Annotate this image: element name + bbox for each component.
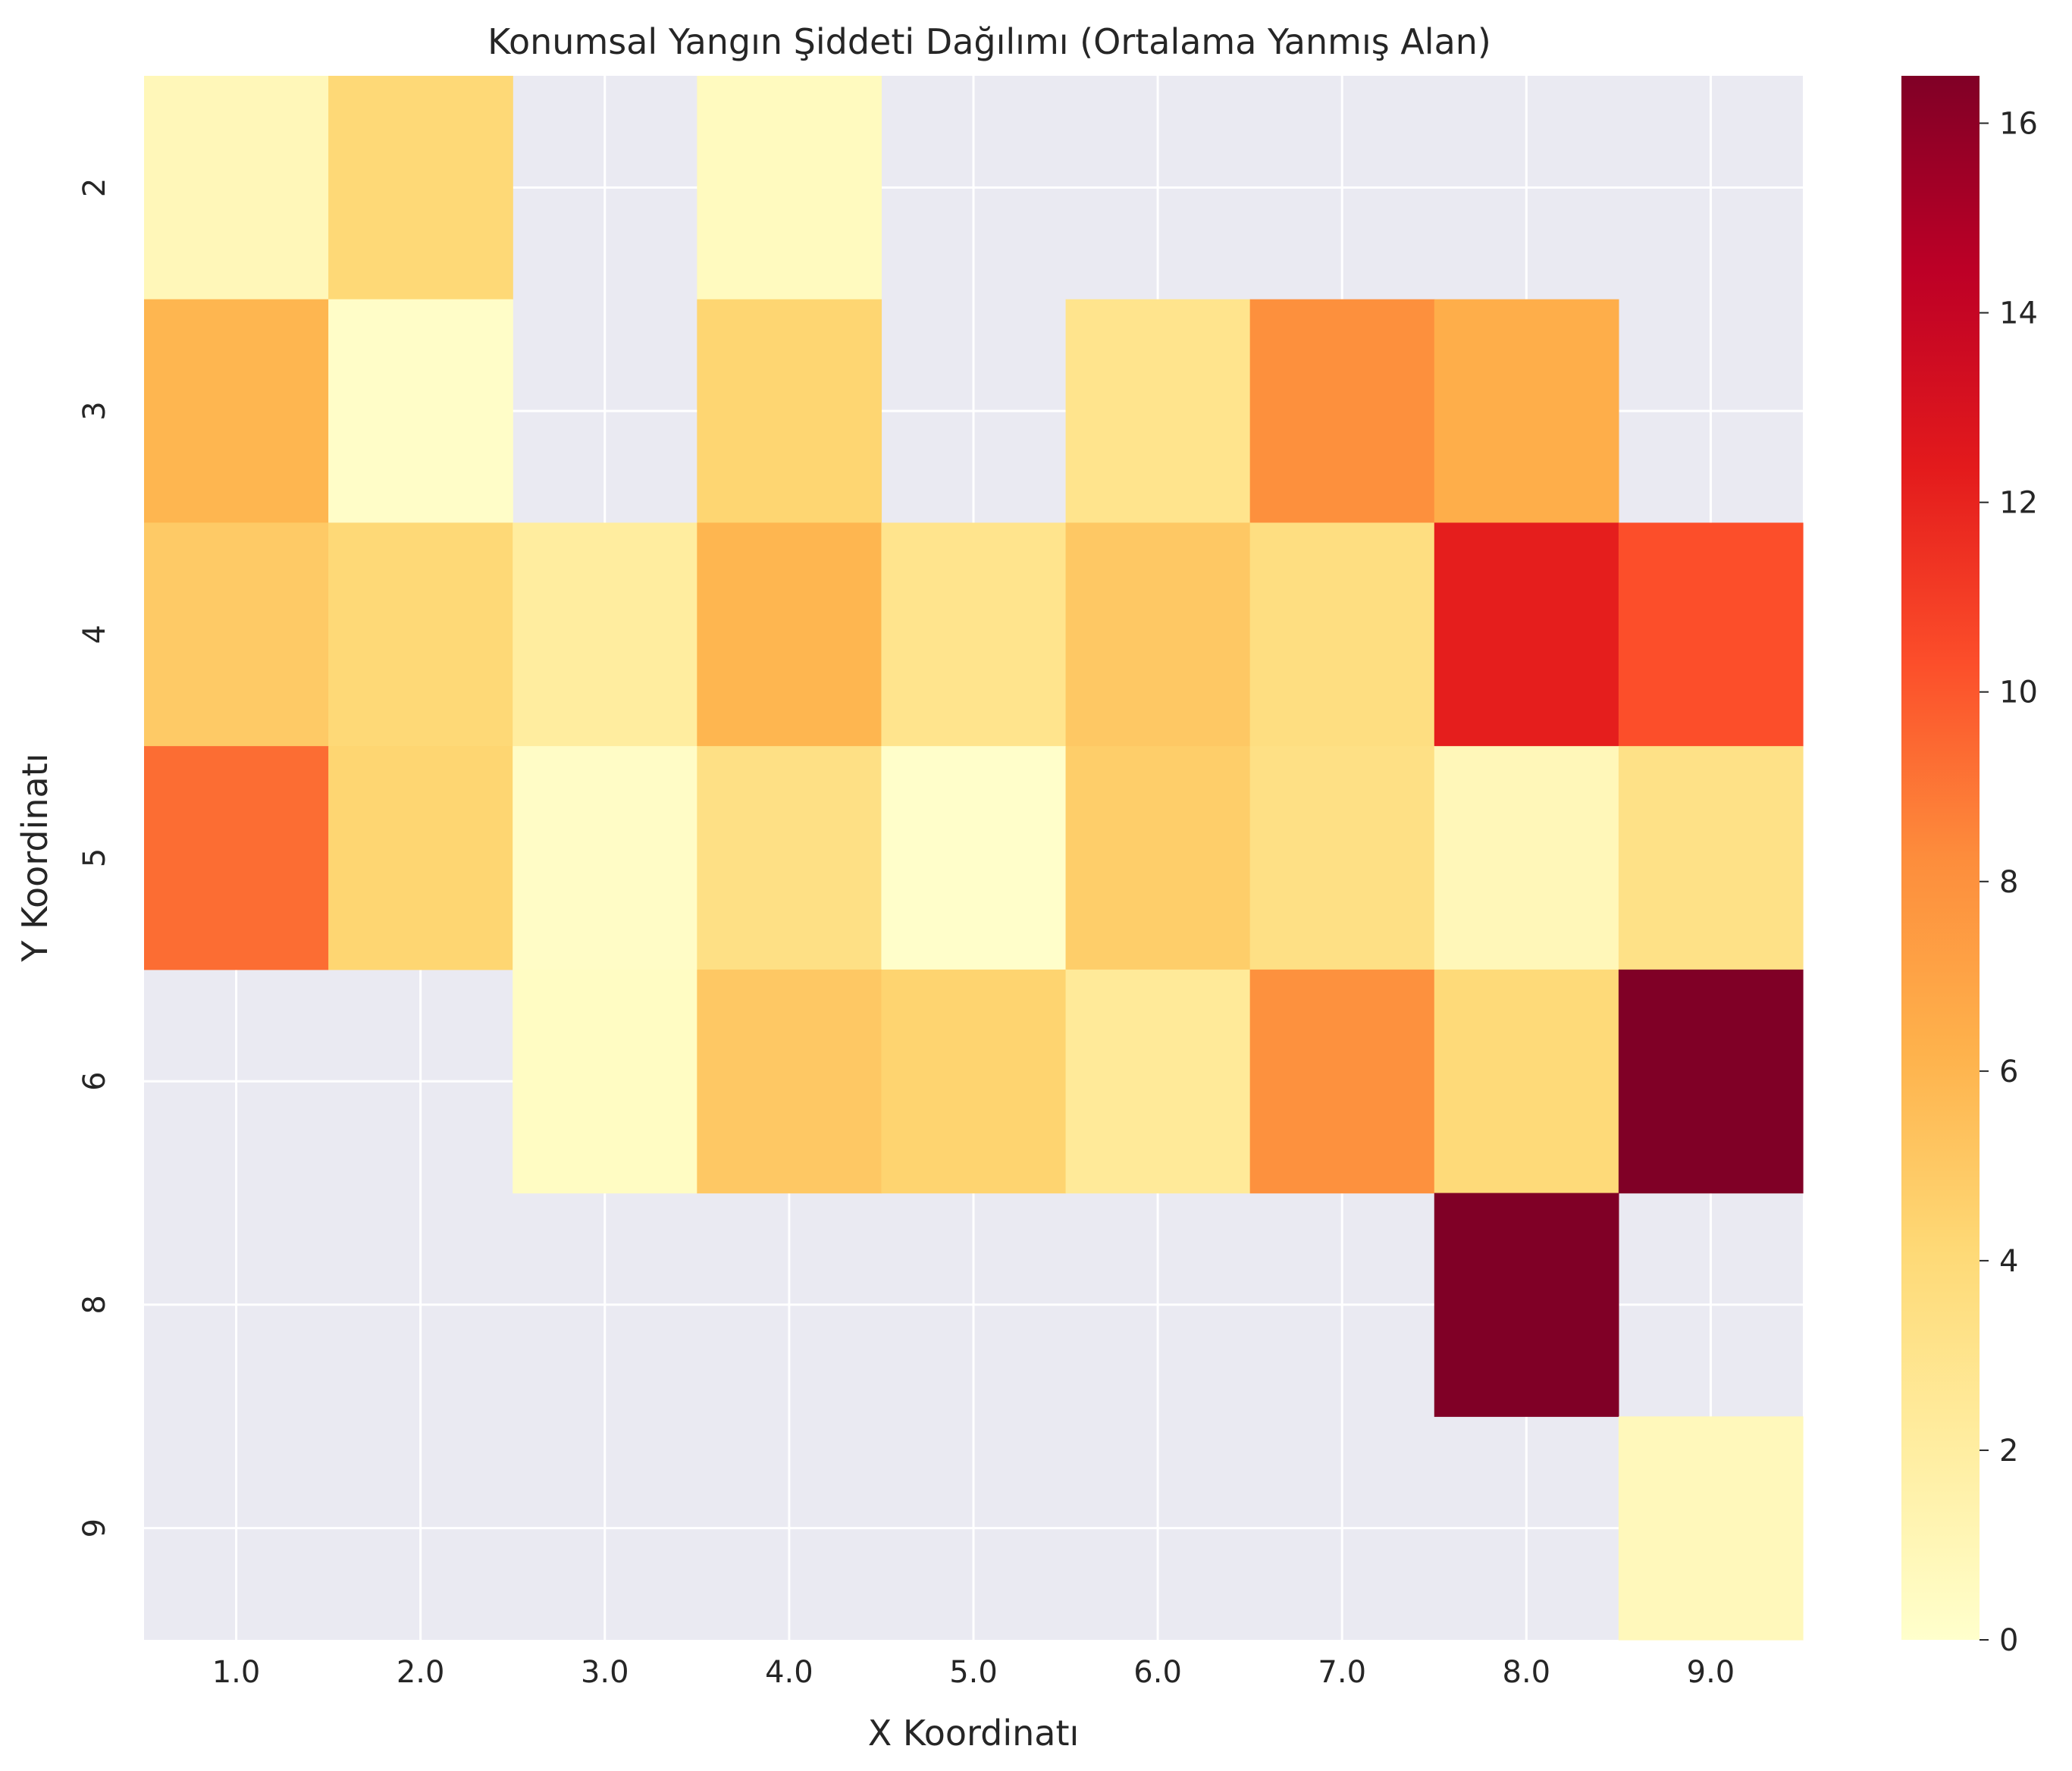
- heatmap-cell: [1065, 522, 1251, 747]
- heatmap-cell: [328, 522, 513, 747]
- colorbar-tick-label: 12: [1999, 486, 2038, 521]
- heatmap-cell: [1618, 969, 1804, 1194]
- y-tick-label: 3: [77, 401, 112, 420]
- heatmap-cell: [1249, 299, 1435, 524]
- heatmap-cell: [697, 76, 882, 300]
- colorbar-tick-label: 4: [1999, 1244, 2018, 1279]
- x-tick-label: 7.0: [1318, 1655, 1366, 1690]
- heatmap-cell: [328, 299, 513, 524]
- colorbar-tick-label: 10: [1999, 675, 2038, 710]
- heatmap-cell: [513, 746, 697, 970]
- heatmap-cell: [328, 76, 513, 300]
- x-tick-label: 3.0: [581, 1655, 629, 1690]
- heatmap-cell: [1065, 746, 1251, 970]
- y-tick-label: 4: [77, 625, 112, 644]
- x-tick-label: 8.0: [1503, 1655, 1551, 1690]
- heatmap-cell: [881, 522, 1067, 747]
- heatmap-cell: [697, 299, 882, 524]
- x-tick-label: 9.0: [1687, 1655, 1735, 1690]
- heatmap-cell: [1249, 969, 1435, 1194]
- x-tick-label: 6.0: [1133, 1655, 1182, 1690]
- y-tick-label: 2: [77, 178, 112, 197]
- colorbar-tick-label: 2: [1999, 1434, 2018, 1469]
- heatmap-cell: [1618, 522, 1804, 747]
- heatmap-cell: [1249, 746, 1435, 970]
- heatmap-cell: [1618, 746, 1804, 970]
- colorbar-tick-label: 16: [1999, 107, 2038, 142]
- heatmap-cell: [144, 522, 329, 747]
- x-tick-label: 2.0: [397, 1655, 445, 1690]
- y-axis-label: Y Koordinatı: [14, 753, 55, 962]
- heatmap-cell: [328, 746, 513, 970]
- colorbar-tick-label: 14: [1999, 296, 2038, 331]
- heatmap-cell: [1618, 1416, 1804, 1641]
- heatmap-cell: [144, 299, 329, 524]
- heatmap-cell: [1434, 969, 1619, 1194]
- x-tick-labels: 1.0 2.0 3.0 4.0 5.0 6.0 7.0 8.0 9.0: [212, 1655, 1735, 1690]
- heatmap-cell: [697, 522, 882, 747]
- x-tick-label: 4.0: [765, 1655, 813, 1690]
- heatmap-cell: [1065, 299, 1251, 524]
- heatmap-cell: [513, 969, 697, 1194]
- heatmap-cell: [1434, 522, 1619, 747]
- colorbar: [1901, 76, 1980, 1640]
- y-tick-labels: 2 3 4 5 6 8 9: [77, 178, 112, 1538]
- heatmap-cell: [881, 746, 1067, 970]
- y-tick-label: 6: [77, 1071, 112, 1090]
- y-tick-label: 8: [77, 1295, 112, 1314]
- y-tick-label: 5: [77, 848, 112, 867]
- heatmap-cell: [1249, 522, 1435, 747]
- x-tick-label: 5.0: [949, 1655, 998, 1690]
- colorbar-tick-label: 8: [1999, 865, 2018, 900]
- heatmap-cell: [1065, 969, 1251, 1194]
- heatmap-cell: [1434, 746, 1619, 970]
- colorbar-ticks: 0 2 4 6 8 10 12 14 16: [1980, 107, 2038, 1658]
- chart-title: Konumsal Yangın Şiddeti Dağılımı (Ortala…: [487, 21, 1491, 62]
- colorbar-tick-label: 0: [1999, 1623, 2018, 1658]
- x-axis-label: X Koordinatı: [868, 1713, 1080, 1754]
- heatmap-cell: [881, 969, 1067, 1194]
- heatmap-cell: [144, 76, 329, 300]
- heatmap-cell: [1434, 1193, 1619, 1417]
- heatmap-cell: [697, 969, 882, 1194]
- heatmap-cell: [697, 746, 882, 970]
- y-tick-label: 9: [77, 1519, 112, 1537]
- heatmap-cells: [144, 76, 1804, 1641]
- heatmap-cell: [144, 746, 329, 970]
- heatmap-cell: [513, 522, 697, 747]
- heatmap-cell: [1434, 299, 1619, 524]
- colorbar-tick-label: 6: [1999, 1055, 2018, 1089]
- x-tick-label: 1.0: [212, 1655, 261, 1690]
